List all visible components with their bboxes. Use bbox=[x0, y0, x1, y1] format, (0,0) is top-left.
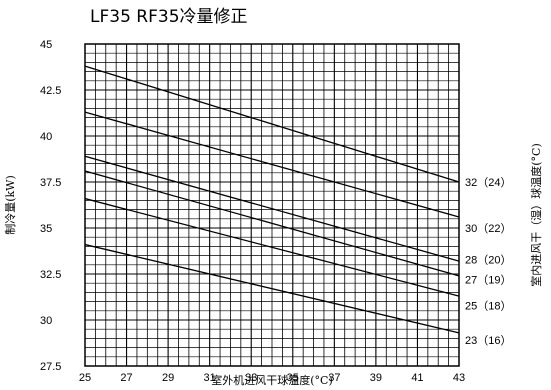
series-line bbox=[84, 243, 460, 334]
y-axis-label: 制冷量(kW) bbox=[4, 175, 17, 235]
y-tick-label: 45 bbox=[40, 39, 52, 51]
series-lines bbox=[84, 65, 460, 334]
y-tick-label: 40 bbox=[40, 131, 52, 143]
series-label: 25（18） bbox=[465, 299, 511, 312]
x-tick-label: 41 bbox=[411, 372, 423, 384]
series-line bbox=[84, 197, 460, 297]
y-tick-label: 35 bbox=[40, 223, 52, 235]
y-tick-label: 32.5 bbox=[40, 269, 61, 281]
chart-title: LF35 RF35冷量修正 bbox=[90, 7, 248, 27]
y-tick-labels: 27.5 30 32.5 35 37.5 40 42.5 45 bbox=[40, 39, 61, 373]
x-tick-label: 25 bbox=[79, 372, 91, 384]
series-label: 28（20） bbox=[465, 253, 511, 266]
series-line bbox=[84, 65, 460, 183]
x-axis-label: 室外机进风干球温度(°C) bbox=[211, 373, 333, 387]
series-label: 27（19） bbox=[465, 274, 511, 287]
x-tick-label: 33 bbox=[245, 372, 257, 384]
series-label: 23（16） bbox=[465, 334, 511, 347]
series-line bbox=[84, 155, 460, 262]
grid bbox=[85, 44, 459, 366]
x-tick-label: 27 bbox=[120, 372, 132, 384]
series-label: 32（24） bbox=[465, 176, 511, 189]
y2-axis-label: 室内进风干（湿）球温度(°C) bbox=[529, 143, 543, 287]
series-label: 30（22） bbox=[465, 222, 511, 235]
x-tick-label: 29 bbox=[162, 372, 174, 384]
x-tick-label: 31 bbox=[204, 372, 216, 384]
x-tick-label: 37 bbox=[328, 372, 340, 384]
x-tick-label: 43 bbox=[453, 372, 465, 384]
series-line bbox=[84, 170, 460, 277]
y-tick-label: 30 bbox=[40, 315, 52, 327]
series-line bbox=[84, 111, 460, 218]
x-tick-label: 39 bbox=[370, 372, 382, 384]
series-labels: 32（24） 30（22） 28（20） 27（19） 25（18） 23（16） bbox=[465, 176, 511, 347]
y-tick-label: 27.5 bbox=[40, 361, 61, 373]
y-tick-label: 42.5 bbox=[40, 85, 61, 97]
y-tick-label: 37.5 bbox=[40, 177, 61, 189]
x-tick-label: 35 bbox=[287, 372, 299, 384]
plot-frame bbox=[84, 43, 460, 367]
x-tick-labels: 25 27 29 31 33 35 37 39 41 43 bbox=[79, 372, 465, 384]
